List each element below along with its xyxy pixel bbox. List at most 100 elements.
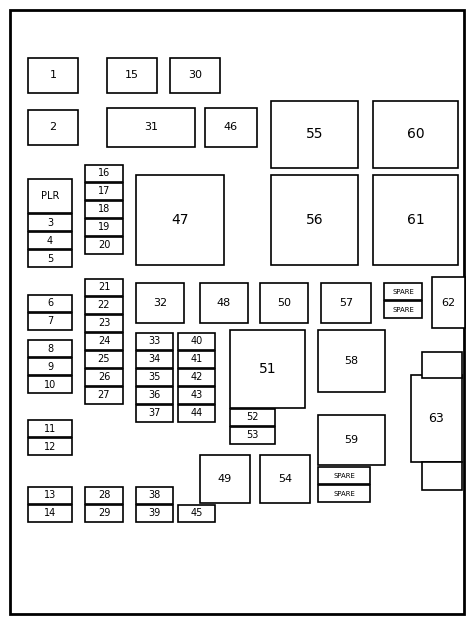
Bar — [230, 330, 305, 408]
Bar — [178, 505, 215, 522]
Text: 27: 27 — [98, 391, 110, 401]
Bar — [28, 232, 72, 249]
Text: 36: 36 — [148, 391, 161, 401]
Bar — [28, 179, 72, 213]
Text: 24: 24 — [98, 336, 110, 346]
Bar — [205, 108, 257, 147]
Text: 14: 14 — [44, 509, 56, 519]
Bar — [271, 101, 358, 168]
Text: 34: 34 — [148, 354, 161, 364]
Bar — [170, 58, 220, 93]
Text: 4: 4 — [47, 235, 53, 245]
Bar — [28, 110, 78, 145]
Bar — [318, 415, 385, 465]
Text: 11: 11 — [44, 424, 56, 434]
Bar — [318, 330, 385, 392]
Bar — [85, 369, 123, 386]
Text: 53: 53 — [246, 431, 259, 441]
Text: 63: 63 — [428, 412, 444, 425]
Bar — [373, 175, 458, 265]
Bar — [85, 297, 123, 314]
Bar — [200, 455, 250, 503]
Bar — [28, 376, 72, 393]
Text: 19: 19 — [98, 223, 110, 233]
Bar — [136, 505, 173, 522]
Text: 12: 12 — [44, 442, 56, 452]
Text: 22: 22 — [98, 301, 110, 311]
Text: 16: 16 — [98, 168, 110, 178]
Text: 17: 17 — [98, 187, 110, 197]
Bar — [260, 283, 308, 323]
Bar — [136, 351, 173, 368]
Bar — [384, 301, 422, 318]
Text: 5: 5 — [47, 253, 53, 263]
Bar — [318, 485, 370, 502]
Text: 25: 25 — [98, 354, 110, 364]
Text: 28: 28 — [98, 490, 110, 500]
Text: 8: 8 — [47, 343, 53, 354]
Text: 44: 44 — [191, 409, 202, 419]
Text: 7: 7 — [47, 316, 53, 326]
Bar — [28, 358, 72, 375]
Bar — [178, 405, 215, 422]
Bar — [85, 165, 123, 182]
Text: 47: 47 — [171, 213, 189, 227]
Text: 29: 29 — [98, 509, 110, 519]
Text: 61: 61 — [407, 213, 424, 227]
Bar — [85, 237, 123, 254]
Bar — [178, 387, 215, 404]
Text: SPARE: SPARE — [392, 288, 414, 295]
Bar — [136, 405, 173, 422]
Text: 15: 15 — [125, 71, 139, 80]
Text: 13: 13 — [44, 490, 56, 500]
Bar — [85, 201, 123, 218]
Bar — [85, 505, 123, 522]
Bar — [230, 427, 275, 444]
Text: PLR: PLR — [41, 191, 59, 201]
Bar — [85, 183, 123, 200]
Text: 1: 1 — [49, 71, 56, 80]
Text: 54: 54 — [278, 474, 292, 484]
Bar — [136, 175, 224, 265]
Text: 57: 57 — [339, 298, 353, 308]
Text: 46: 46 — [224, 122, 238, 132]
Text: 51: 51 — [259, 362, 276, 376]
Text: 49: 49 — [218, 474, 232, 484]
Text: 41: 41 — [191, 354, 202, 364]
Text: 9: 9 — [47, 361, 53, 371]
Bar — [28, 214, 72, 231]
Bar — [28, 438, 72, 455]
Bar — [136, 369, 173, 386]
Bar — [373, 101, 458, 168]
Bar — [136, 283, 184, 323]
Text: 18: 18 — [98, 205, 110, 215]
Text: 39: 39 — [148, 509, 161, 519]
Bar — [28, 420, 72, 437]
Bar — [178, 351, 215, 368]
Text: 6: 6 — [47, 298, 53, 308]
Text: 35: 35 — [148, 373, 161, 383]
Text: 40: 40 — [191, 336, 202, 346]
Bar — [85, 279, 123, 296]
Text: 31: 31 — [144, 122, 158, 132]
Bar — [85, 351, 123, 368]
Bar — [411, 375, 462, 462]
Bar — [85, 333, 123, 350]
Text: 42: 42 — [191, 373, 203, 383]
Bar — [432, 277, 465, 328]
Text: 60: 60 — [407, 127, 424, 142]
Text: 37: 37 — [148, 409, 161, 419]
Bar — [321, 283, 371, 323]
Text: 58: 58 — [345, 356, 358, 366]
Bar — [28, 340, 72, 357]
Text: 33: 33 — [148, 336, 161, 346]
Bar — [85, 315, 123, 332]
Text: 62: 62 — [441, 298, 456, 308]
Bar — [271, 175, 358, 265]
Bar — [85, 487, 123, 504]
Text: 26: 26 — [98, 373, 110, 383]
Bar — [178, 333, 215, 350]
Bar — [136, 333, 173, 350]
Text: 10: 10 — [44, 379, 56, 389]
Bar — [85, 219, 123, 236]
